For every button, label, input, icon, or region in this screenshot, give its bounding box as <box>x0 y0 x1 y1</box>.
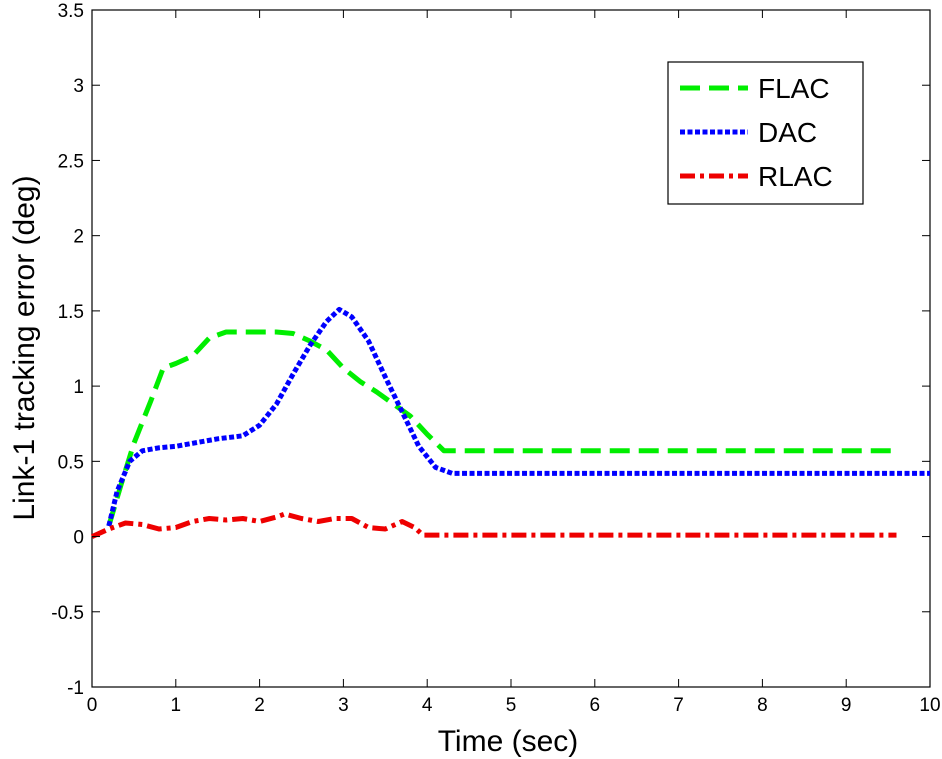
y-tick-label: 3 <box>73 76 84 97</box>
y-tick-label: 0.5 <box>58 452 84 473</box>
series-line-dac <box>106 306 930 527</box>
x-tick-label: 7 <box>673 695 684 716</box>
y-tick-label: -0.5 <box>51 603 84 624</box>
y-tick-label: 2 <box>73 227 84 248</box>
y-tick-label: 2.5 <box>58 151 84 172</box>
series-line-rlac <box>90 511 897 539</box>
legend-box <box>667 61 864 205</box>
legend-label-dac: DAC <box>758 117 817 148</box>
x-tick-label: 10 <box>919 695 940 716</box>
x-tick-label: 1 <box>171 695 182 716</box>
series-line-flac <box>106 329 897 527</box>
x-tick-label: 3 <box>338 695 349 716</box>
legend-label-flac: FLAC <box>758 73 830 104</box>
legend-label-rlac: RLAC <box>758 161 833 192</box>
legend: FLAC DAC RLAC <box>667 61 864 205</box>
y-tick-label: 0 <box>73 528 84 549</box>
tick-layer: 0 1 2 3 4 5 6 7 8 9 10 -1 -0.5 0 0.5 1 1.5 2 2.5 3 3.5 <box>51 1 940 716</box>
y-tick-label: -1 <box>67 678 84 699</box>
x-tick-label: 6 <box>590 695 601 716</box>
y-tick-label: 1.5 <box>58 302 84 323</box>
x-tick-label: 8 <box>757 695 768 716</box>
y-tick-label: 1 <box>73 377 84 398</box>
x-tick-label: 5 <box>506 695 517 716</box>
x-axis-title: Time (sec) <box>438 725 579 758</box>
x-tick-label: 0 <box>87 695 98 716</box>
x-tick-label: 4 <box>422 695 433 716</box>
y-axis-title: Link-1 tracking error (deg) <box>8 175 41 520</box>
x-tick-label: 9 <box>841 695 852 716</box>
x-tick-label: 2 <box>254 695 265 716</box>
y-tick-label: 3.5 <box>58 1 84 22</box>
series-layer <box>90 306 930 539</box>
